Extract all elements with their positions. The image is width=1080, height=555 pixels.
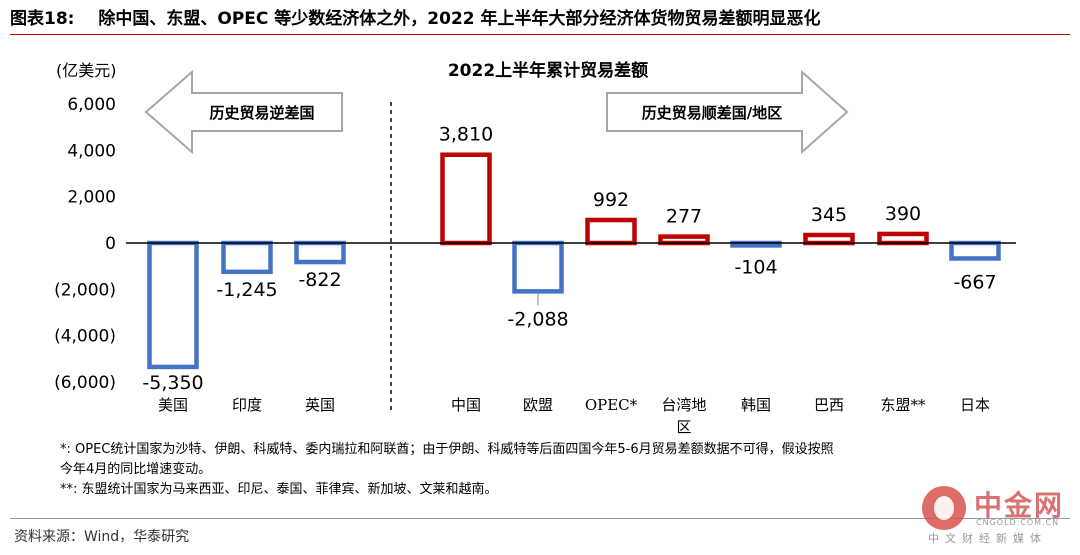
y-axis: 6,000 4,000 2,000 0 (2,000) (4,000) (6,000) <box>54 95 116 393</box>
x-tick-label: 台湾地区 <box>661 396 706 436</box>
y-tick-label: 2,000 <box>67 188 116 208</box>
arrow-left-shape <box>144 69 343 155</box>
value-label: -2,088 <box>507 308 568 330</box>
arrow-left: 历史贸易逆差国 <box>144 69 343 155</box>
x-tick-label: 美国 <box>158 396 188 414</box>
value-label: -667 <box>953 271 996 293</box>
footnotes: *: OPEC统计国家为沙特、伊朗、科威特、委内瑞拉和阿联酋；由于伊朗、科威特等… <box>60 440 1050 500</box>
x-tick-label: 中国 <box>451 396 481 414</box>
x-tick-label: 巴西 <box>814 396 844 414</box>
y-tick-label: (6,000) <box>54 373 116 393</box>
value-label: -822 <box>298 269 341 291</box>
bar <box>294 240 346 265</box>
x-tick-label: OPEC* <box>585 396 638 414</box>
value-label: 390 <box>885 203 921 225</box>
y-tick-label: (4,000) <box>54 327 116 347</box>
arrow-left-label: 历史贸易逆差国 <box>209 104 314 122</box>
value-label: 345 <box>811 204 847 226</box>
value-label: 277 <box>666 206 702 228</box>
value-label: 992 <box>593 189 629 211</box>
source-note: 资料来源：Wind，华泰研究 <box>14 529 190 545</box>
bar <box>147 240 199 370</box>
footnote-line: **: 东盟统计国家为马来西亚、印尼、泰国、菲律宾、新加坡、文莱和越南。 <box>60 482 498 497</box>
y-tick-label: 4,000 <box>67 141 116 161</box>
watermark-subtitle: 中文财经新媒体 <box>928 532 1047 545</box>
bar <box>877 231 929 246</box>
x-tick-label: 日本 <box>960 396 990 414</box>
trade-balance-chart: 2022上半年累计贸易差额 (亿美元) 历史贸易逆差国 历史贸易顺差国/地区 6… <box>54 60 1016 436</box>
bar <box>803 232 855 246</box>
x-tick-label: 印度 <box>232 396 262 414</box>
figure-title: 除中国、东盟、OPEC 等少数经济体之外，2022 年上半年大部分经济体货物贸易… <box>98 9 821 29</box>
x-tick-label: 英国 <box>305 396 335 414</box>
value-labels: -5,350 -1,245 -822 3,810 -2,088 992 277 -104 345… <box>142 124 996 394</box>
value-label: -1,245 <box>216 279 277 301</box>
x-tick-label: 欧盟 <box>523 396 553 414</box>
footnote-line: *: OPEC统计国家为沙特、伊朗、科威特、委内瑞拉和阿联酋；由于伊朗、科威特等… <box>60 442 834 457</box>
figure-label: 图表18: <box>10 9 75 29</box>
watermark-name: 中金网 <box>974 489 1065 522</box>
bar <box>949 240 1001 261</box>
unit-label: (亿美元) <box>56 61 117 80</box>
chart-title: 2022上半年累计贸易差额 <box>448 60 648 81</box>
arrow-right-label: 历史贸易顺差国/地区 <box>642 104 782 122</box>
x-tick-label: 韩国 <box>741 396 771 414</box>
bars <box>147 152 1001 370</box>
watermark-logo: 中金网 CNGOLD.COM.CN 中文财经新媒体 <box>918 478 1078 548</box>
watermark-url: CNGOLD.COM.CN <box>976 518 1060 527</box>
watermark-logo-icon <box>922 486 966 530</box>
header-rule <box>10 34 1070 35</box>
x-tick-label: 东盟** <box>880 396 926 414</box>
bar <box>585 217 637 246</box>
x-axis-labels: 美国 印度 英国 中国 欧盟 OPEC* 台湾地区 韩国 巴西 东盟** 日本 <box>158 396 990 436</box>
bar <box>221 240 273 275</box>
arrow-right: 历史贸易顺差国/地区 <box>606 69 849 155</box>
footer-rule <box>10 518 1070 519</box>
y-tick-label: 0 <box>105 234 116 254</box>
y-tick-label: 6,000 <box>67 95 116 115</box>
y-tick-label: (2,000) <box>54 280 116 300</box>
value-label: 3,810 <box>439 124 493 146</box>
figure-header: 图表18: 除中国、东盟、OPEC 等少数经济体之外，2022 年上半年大部分经… <box>10 4 1070 34</box>
value-label: -5,350 <box>142 372 203 394</box>
footnote-line: 今年4月的同比增速变动。 <box>60 462 212 477</box>
value-label: -104 <box>734 256 777 278</box>
bar <box>440 152 492 246</box>
arrow-right-shape <box>606 69 849 155</box>
bar <box>658 234 710 246</box>
bar <box>512 240 564 294</box>
